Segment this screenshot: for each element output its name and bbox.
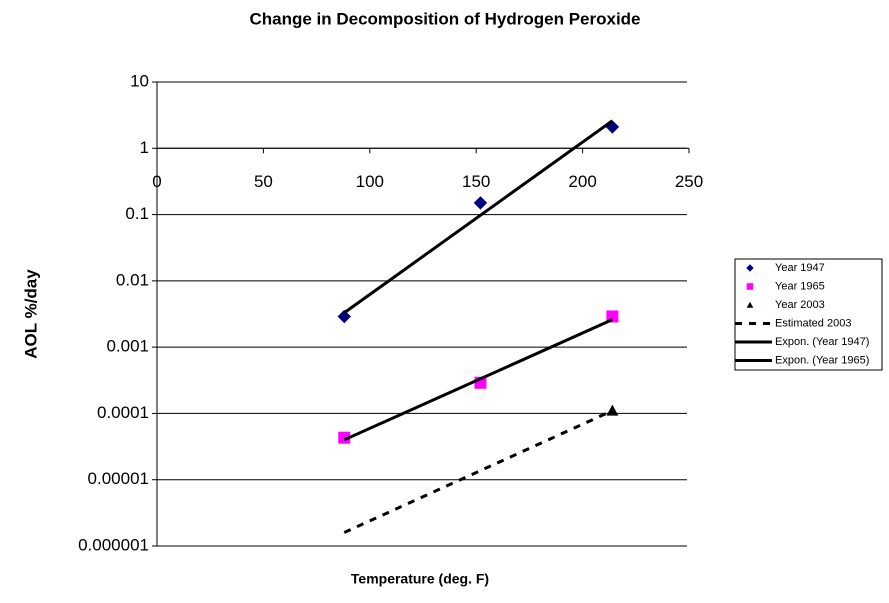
x-tick-label: 150 (462, 172, 490, 191)
x-tick-label: 200 (568, 172, 596, 191)
x-axis-label: Temperature (deg. F) (351, 571, 489, 587)
y-tick-label: 10 (130, 71, 149, 90)
y-tick-label: 0.01 (116, 270, 149, 289)
marker (337, 309, 351, 324)
marker (606, 404, 619, 416)
legend-label: Year 1947 (775, 262, 825, 274)
legend-label: Expon. (Year 1965) (775, 354, 869, 366)
y-tick-label: 0.1 (125, 204, 149, 223)
legend-label: Year 2003 (775, 299, 825, 311)
y-tick-label: 0.00001 (88, 469, 149, 488)
y-tick-label: 0.001 (106, 337, 149, 356)
legend-marker (746, 283, 754, 290)
x-tick-label: 100 (356, 172, 384, 191)
y-tick-label: 1 (140, 138, 149, 157)
trend-line (343, 409, 614, 534)
x-tick-label: 250 (675, 172, 703, 191)
legend-label: Estimated 2003 (775, 317, 851, 329)
marker (473, 196, 488, 210)
legend-label: Year 1965 (775, 280, 825, 292)
marker (338, 431, 351, 444)
chart-title: Change in Decomposition of Hydrogen Pero… (249, 9, 640, 28)
y-axis-label: AOL %/day (21, 269, 40, 359)
y-tick-label: 0.000001 (78, 535, 149, 554)
trend-line (343, 318, 614, 442)
legend-marker (746, 301, 754, 308)
legend-box (734, 258, 883, 371)
legend-label: Expon. (Year 1947) (775, 336, 869, 348)
y-tick-label: 0.0001 (97, 403, 149, 422)
trend-line (343, 119, 614, 314)
x-tick-label: 50 (254, 172, 273, 191)
legend-marker (746, 264, 754, 272)
x-tick-label: 0 (152, 172, 161, 191)
